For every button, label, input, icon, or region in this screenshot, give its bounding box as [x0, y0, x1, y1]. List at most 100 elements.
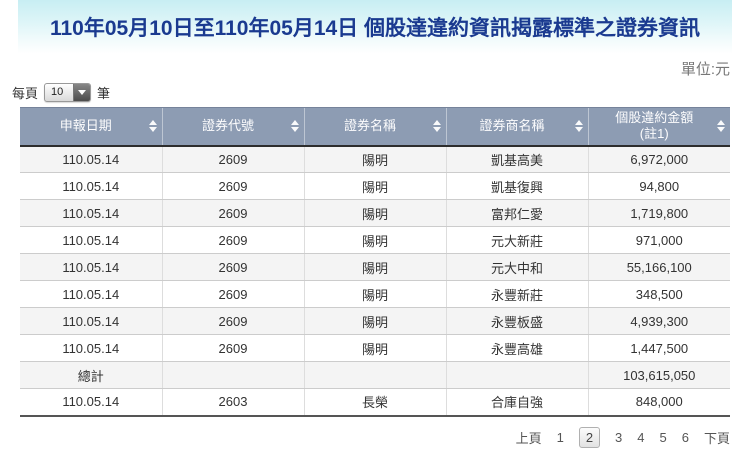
- sort-icon[interactable]: [574, 120, 583, 133]
- table-cell: 陽明: [303, 226, 446, 254]
- table-row: 110.05.14 2609 陽明 永豐板盛 4,939,300: [20, 307, 730, 335]
- next-page-button[interactable]: 下頁: [703, 430, 730, 446]
- page-number[interactable]: 6: [681, 429, 689, 445]
- table-cell: 2609: [161, 280, 304, 308]
- column-header-label: 證券商名稱: [479, 118, 545, 134]
- prev-page-button[interactable]: 上頁: [515, 430, 542, 446]
- table-row: 110.05.14 2609 陽明 富邦仁愛 1,719,800: [20, 199, 730, 227]
- table-cell: 凱基高美: [445, 145, 588, 173]
- table-cell: 2609: [161, 199, 304, 227]
- table-cell: 848,000: [587, 388, 730, 416]
- page-number-current[interactable]: 2: [578, 426, 601, 448]
- sort-icon[interactable]: [290, 120, 299, 133]
- page-number[interactable]: 1: [556, 429, 564, 445]
- table-cell: 4,939,300: [587, 307, 730, 335]
- column-header-default-amount[interactable]: 個股違約金額 (註1): [587, 107, 730, 147]
- table-cell: 總計: [20, 361, 162, 389]
- table-cell: 元大新莊: [445, 226, 588, 254]
- table-cell: 110.05.14: [62, 394, 120, 410]
- table-cell: 永豐板盛: [445, 307, 588, 335]
- column-header-label: 個股違約金額: [615, 110, 694, 126]
- table-row: 110.05.14 2609 陽明 永豐新莊 348,500: [20, 280, 730, 308]
- table-cell: 2609: [161, 253, 304, 281]
- table-cell: 110.05.14: [20, 280, 162, 308]
- unit-row: 單位:元: [0, 54, 750, 78]
- table-cell: 1,719,800: [587, 199, 730, 227]
- table-cell: 2603: [161, 388, 304, 416]
- table-cell: 陽明: [303, 253, 446, 281]
- table-header-row: 申報日期 證券代號 證券名稱 證券商名稱 個股違約金額 (註1): [20, 107, 730, 147]
- table-cell: 94,800: [587, 172, 730, 200]
- per-page-selected-value: 10: [51, 85, 64, 98]
- table-cell: 陽明: [303, 280, 446, 308]
- table-cell: 110.05.14: [20, 253, 162, 281]
- unit-label: 單位:元: [680, 61, 730, 78]
- per-page-prefix-label: 每頁: [12, 85, 39, 101]
- table-cell: 永豐高雄: [445, 334, 588, 362]
- sort-icon[interactable]: [717, 120, 725, 133]
- column-header-label: 證券名稱: [343, 118, 396, 134]
- table-row: 110.05.14 2609 陽明 永豐高雄 1,447,500: [20, 334, 730, 362]
- table-cell: 陽明: [303, 199, 446, 227]
- table-cell: 元大中和: [445, 253, 588, 281]
- table-cell: [303, 361, 446, 389]
- table-row: 110.05.14 2609 陽明 元大新莊 971,000: [20, 226, 730, 254]
- table-cell: 凱基復興: [445, 172, 588, 200]
- table-cell: 富邦仁愛: [445, 199, 588, 227]
- table-cell: 2609: [161, 145, 304, 173]
- table-cell: 110.05.14: [20, 145, 162, 173]
- per-page-controls: 每頁 10 筆: [0, 79, 750, 105]
- table-cell: 6,972,000: [587, 145, 730, 173]
- per-page-suffix-label: 筆: [97, 85, 111, 101]
- table-cell: [161, 361, 304, 389]
- column-header-security-name[interactable]: 證券名稱: [303, 107, 446, 147]
- column-header-report-date[interactable]: 申報日期: [20, 107, 162, 147]
- table-cell: 2609: [161, 172, 304, 200]
- per-page-select[interactable]: 10: [44, 82, 92, 102]
- total-row: 總計 103,615,050: [20, 361, 730, 389]
- table-cell: 110.05.14: [20, 172, 162, 200]
- sort-icon[interactable]: [148, 120, 157, 133]
- table-row: 110.05.14 2609 陽明 凱基高美 6,972,000: [20, 145, 730, 173]
- table-cell: 陽明: [303, 334, 446, 362]
- table-cell: 陽明: [303, 172, 446, 200]
- column-header-broker-name[interactable]: 證券商名稱: [445, 107, 588, 147]
- table-body: 110.05.14 2609 陽明 凱基高美 6,972,000 110.05.14 260…: [20, 145, 730, 416]
- column-header-label: 申報日期: [59, 118, 112, 134]
- table-cell: 110.05.14: [20, 226, 162, 254]
- column-header-sublabel: (註1): [639, 126, 669, 142]
- table-cell: 2609: [161, 226, 304, 254]
- table-cell: 2609: [161, 307, 304, 335]
- table-row: 110.05.14 2609 陽明 元大中和 55,166,100: [20, 253, 730, 281]
- page-title: 110年05月10日至110年05月14日 個股達違約資訊揭露標準之證券資訊: [49, 17, 701, 40]
- table-cell: 348,500: [587, 280, 730, 308]
- table-cell: 103,615,050: [587, 361, 730, 389]
- page-number[interactable]: 3: [615, 429, 623, 445]
- page-number[interactable]: 5: [659, 429, 667, 445]
- table-cell: 陽明: [303, 145, 446, 173]
- column-header-security-code[interactable]: 證券代號: [161, 107, 304, 147]
- sort-icon[interactable]: [432, 120, 441, 133]
- table-cell: 長榮: [303, 388, 446, 416]
- table-cell: 合庫自強: [445, 388, 588, 416]
- table-cell: 971,000: [587, 226, 730, 254]
- table-cell: 55,166,100: [587, 253, 730, 281]
- table-cell: 110.05.14: [20, 199, 162, 227]
- table-row: 110.05.14 2609 陽明 凱基復興 94,800: [20, 172, 730, 200]
- table-cell: [445, 361, 588, 389]
- title-band: 110年05月10日至110年05月14日 個股達違約資訊揭露標準之證券資訊: [18, 0, 732, 54]
- table-cell: 1,447,500: [587, 334, 730, 362]
- page-number[interactable]: 4: [637, 429, 645, 445]
- chevron-down-icon: [73, 83, 91, 101]
- table-cell: 110.05.14: [20, 307, 162, 335]
- securities-table: 申報日期 證券代號 證券名稱 證券商名稱 個股違約金額 (註1): [20, 107, 730, 417]
- table-cell: 110.05.14: [20, 334, 162, 362]
- table-row: 110.05.14 2603 長榮 合庫自強 848,000: [20, 388, 730, 416]
- table-cell: 陽明: [303, 307, 446, 335]
- table-cell: 2609: [161, 334, 304, 362]
- table-cell: 永豐新莊: [445, 280, 588, 308]
- table-header: 申報日期 證券代號 證券名稱 證券商名稱 個股違約金額 (註1): [20, 107, 730, 147]
